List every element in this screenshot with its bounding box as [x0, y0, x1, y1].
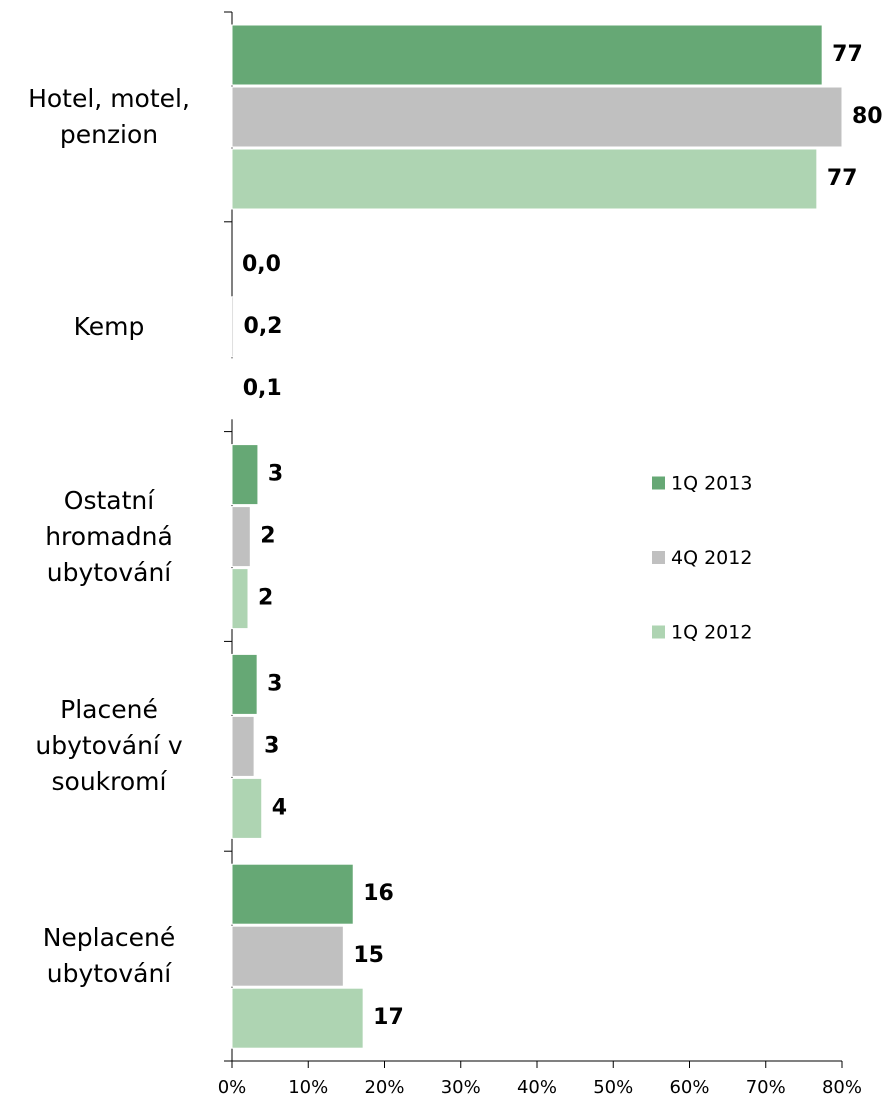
value-label: 77	[832, 42, 863, 67]
legend-swatch	[652, 551, 665, 564]
bar	[231, 24, 823, 86]
value-label: 16	[363, 881, 394, 906]
bar	[231, 506, 251, 568]
bar	[231, 987, 364, 1049]
bar	[231, 296, 235, 358]
value-label: 15	[353, 943, 384, 968]
value-label: 17	[373, 1005, 404, 1030]
value-label: 77	[827, 166, 858, 191]
x-tick-label: 50%	[593, 1077, 633, 1098]
category-label: Neplacené ubytování	[42, 923, 176, 989]
bar	[231, 86, 843, 148]
bar	[231, 568, 249, 630]
value-label: 80	[852, 104, 883, 129]
x-tick-label: 80%	[822, 1077, 862, 1098]
x-tick-label: 10%	[288, 1077, 328, 1098]
value-label: 3	[267, 671, 282, 696]
legend-label: 4Q 2012	[671, 547, 752, 569]
category-label: Placené ubytování v soukromí	[35, 695, 183, 797]
x-tick-label: 70%	[746, 1077, 786, 1098]
x-tick-label: 0%	[218, 1077, 247, 1098]
value-label: 0,1	[243, 376, 282, 401]
value-label: 3	[264, 733, 279, 758]
bar	[231, 444, 259, 506]
bar	[231, 148, 818, 210]
bar	[231, 925, 344, 987]
value-label: 2	[258, 586, 273, 611]
value-label: 0,0	[242, 252, 281, 277]
bar	[231, 777, 263, 839]
bar	[231, 358, 234, 420]
x-tick-label: 40%	[517, 1077, 557, 1098]
legend-swatch	[652, 625, 665, 639]
category-label: Ostatní hromadná ubytování	[45, 485, 173, 587]
legend-label: 1Q 2013	[671, 473, 752, 495]
category-label: Hotel, motel, penzion	[28, 83, 190, 149]
value-label: 4	[272, 795, 287, 820]
value-label: 0,2	[244, 314, 283, 339]
legend-swatch	[652, 476, 665, 490]
value-label: 3	[268, 462, 283, 487]
bar	[231, 863, 354, 925]
x-tick-label: 60%	[669, 1077, 709, 1098]
x-tick-label: 20%	[364, 1077, 404, 1098]
bar	[231, 715, 255, 777]
value-label: 2	[260, 524, 275, 549]
bar	[231, 653, 258, 715]
category-label: Kemp	[73, 311, 145, 341]
x-tick-label: 30%	[441, 1077, 481, 1098]
legend-label: 1Q 2012	[671, 622, 752, 644]
